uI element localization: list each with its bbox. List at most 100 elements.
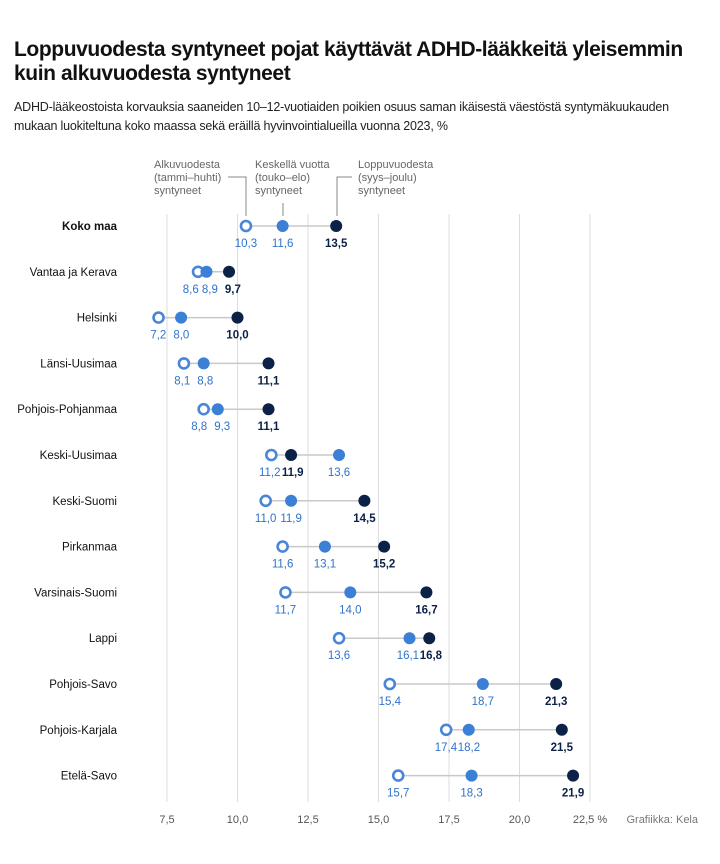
early-birth-point [383,677,397,691]
mid-year-point [476,678,489,690]
early-birth-value: 17,4 [435,742,458,754]
x-tick-label: 15,0 [368,814,389,826]
late-birth-value: 10,0 [226,330,248,342]
early-birth-value: 8,8 [191,421,207,433]
mid-year-point [285,494,298,507]
gridlines [166,214,591,802]
early-birth-point [265,448,278,462]
legend-label: Alkuvuodesta [154,159,221,171]
chart-title: Loppuvuodesta syntyneet pojat käyttävät … [14,38,683,85]
early-birth-value: 13,6 [328,650,350,662]
late-birth-value: 16,8 [420,650,443,662]
row-11: Pohjois-Karjala 17,4 18,2 21,5 [40,723,574,754]
early-birth-point [391,769,405,782]
late-birth-point [555,723,568,736]
legend-label: syntyneet [154,185,201,197]
mid-year-value: 14,0 [339,604,361,616]
category-label: Keski-Suomi [52,496,117,508]
late-birth-value: 15,2 [373,559,395,571]
x-tick-label: 7,5 [159,814,174,826]
late-birth-value: 14,5 [353,513,376,525]
mid-year-value: 11,6 [272,238,294,250]
row-9: Lappi 13,6 16,1 16,8 [89,631,443,662]
category-label: Pohjois-Karjala [40,725,118,737]
category-label: Länsi-Uusimaa [40,358,117,370]
early-birth-point [279,586,292,599]
mid-year-value: 11,9 [280,513,302,525]
early-birth-value: 11,6 [272,559,294,571]
mid-year-point [344,586,357,599]
x-tick-label: 22,5 % [573,814,607,826]
late-birth-value: 21,5 [551,742,574,754]
late-birth-point [231,311,244,324]
mid-year-point [465,769,478,782]
early-birth-point [259,494,273,508]
category-label: Lappi [89,633,117,645]
late-birth-point [378,540,391,553]
mid-year-value: 9,3 [214,421,230,433]
row-4: Pohjois-Pohjanmaa 8,8 9,3 11,1 [17,402,280,433]
mid-year-value: 13,6 [328,467,350,479]
early-birth-point [276,540,289,553]
late-birth-value: 11,1 [258,421,280,433]
legend-label: Loppuvuodesta [358,159,434,171]
legend: Alkuvuodesta(tammi–huhti)syntyneetKeskel… [154,159,434,216]
x-axis-ticks: 7,5 10,0 12,5 15,0 17,5 20,0 22,5 % [159,814,607,826]
row-2: Helsinki 7,2 8,0 10,0 [77,311,249,342]
legend-label: (syys–joulu) [358,172,417,184]
late-birth-point [423,632,436,645]
mid-year-value: 8,8 [197,375,213,387]
early-birth-value: 10,3 [235,238,257,250]
mid-year-point [200,265,213,278]
mid-year-point [462,723,475,736]
x-tick-label: 20,0 [509,814,530,826]
late-birth-point [262,403,275,416]
early-birth-point [239,219,253,233]
mid-year-point [333,449,346,461]
row-3: Länsi-Uusimaa 8,1 8,8 11,1 [40,357,280,387]
late-birth-value: 21,9 [562,788,584,800]
x-tick-label: 12,5 [297,814,318,826]
mid-year-point [276,220,289,232]
early-birth-value: 11,2 [259,467,281,479]
early-birth-point [197,402,210,416]
row-6: Keski-Suomi 11,0 11,9 14,5 [52,494,376,525]
mid-year-point [403,632,416,645]
category-label: Pohjois-Pohjanmaa [17,404,117,416]
late-birth-value: 16,7 [415,604,437,616]
late-birth-value: 11,1 [258,375,280,387]
early-birth-value: 11,0 [255,513,277,525]
legend-label: Keskellä vuotta [255,159,330,171]
late-birth-value: 11,9 [282,467,304,479]
late-birth-value: 21,3 [545,696,567,708]
category-label: Keski-Uusimaa [40,450,118,462]
mid-year-value: 16,1 [397,650,419,662]
early-birth-value: 7,2 [150,330,166,342]
early-birth-point [177,357,191,370]
late-birth-point [420,586,433,599]
late-birth-value: 13,5 [325,238,348,250]
legend-label: (touko–elo) [255,172,310,184]
row-5: Keski-Uusimaa 11,2 11,9 13,6 [40,448,350,479]
category-label: Koko maa [62,221,118,233]
category-label: Helsinki [77,313,117,325]
early-birth-value: 15,4 [379,696,402,708]
legend-label: syntyneet [255,185,302,197]
row-7: Pirkanmaa 11,6 13,1 15,2 [62,540,395,571]
row-12: Etelä-Savo 15,7 18,3 21,9 [61,769,584,800]
legend-leader-line [228,176,247,216]
early-birth-point [152,311,165,324]
mid-year-value: 18,7 [472,696,494,708]
early-birth-point [332,631,346,645]
row-8: Varsinais-Suomi 11,7 14,0 16,7 [34,586,438,616]
legend-label: syntyneet [358,185,405,197]
mid-year-value: 8,0 [173,330,189,342]
late-birth-point [550,678,563,690]
late-birth-point [567,769,580,782]
x-tick-label: 17,5 [438,814,459,826]
mid-year-point [197,357,210,370]
mid-year-value: 13,1 [314,559,336,571]
late-birth-point [262,357,275,370]
